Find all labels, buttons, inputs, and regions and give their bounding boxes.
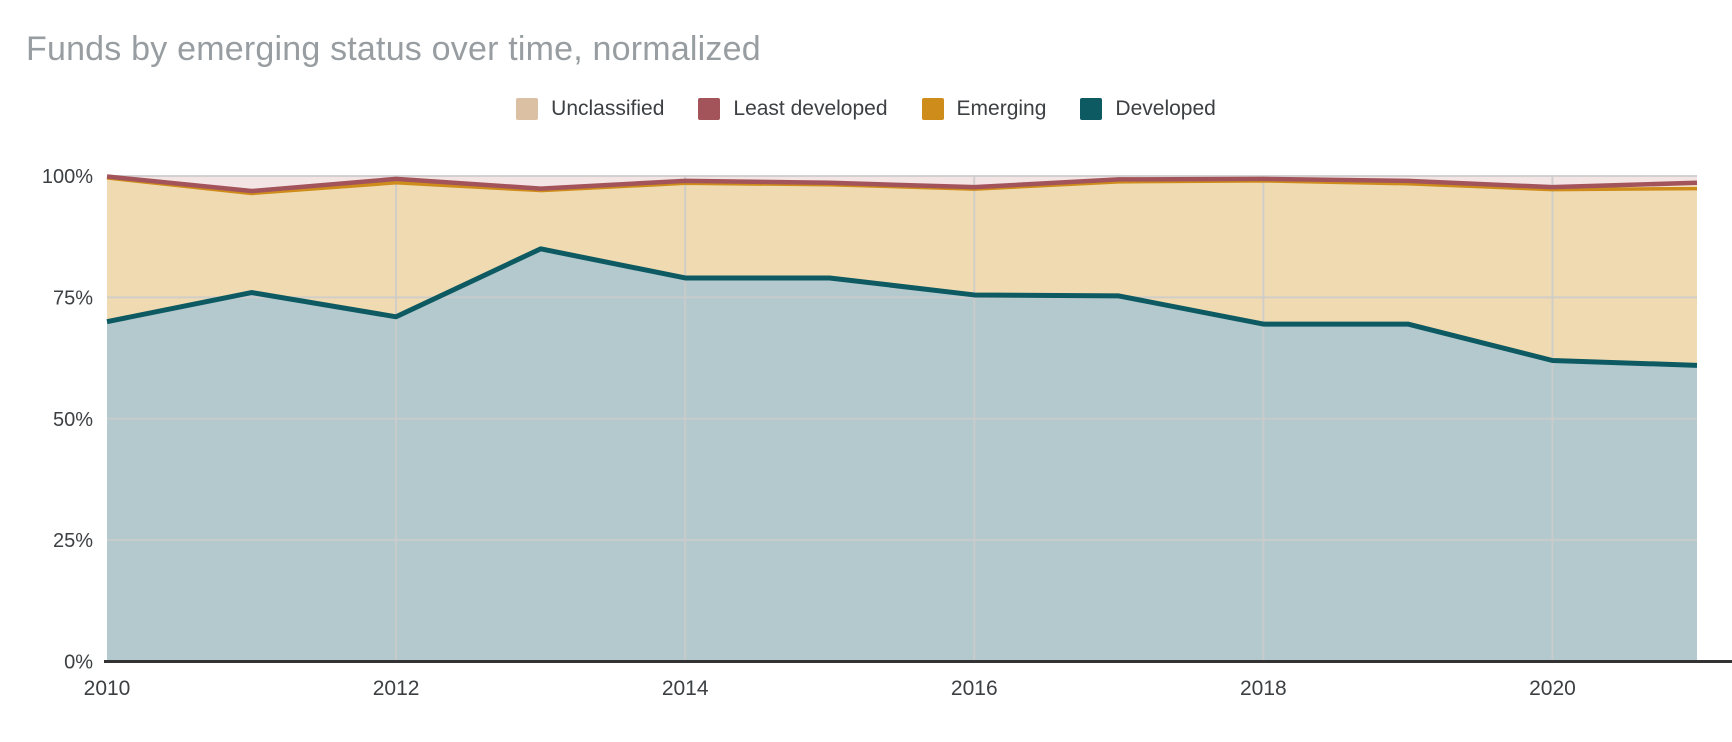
x-tick-label: 2012: [373, 677, 420, 700]
y-tick-label: 0%: [64, 652, 93, 674]
legend-swatch-icon: [698, 98, 721, 120]
y-tick-label: 75%: [53, 287, 93, 309]
legend-swatch-icon: [1080, 98, 1103, 120]
x-tick-label: 2014: [662, 677, 709, 700]
x-tick-label: 2016: [951, 677, 998, 700]
legend-item-emerging: Emerging: [921, 97, 1047, 121]
area-band-unclassified: [107, 177, 1697, 366]
x-tick-label: 2018: [1240, 677, 1287, 700]
legend-label: Unclassified: [551, 97, 665, 120]
legend-item-least-developed: Least developed: [698, 97, 888, 121]
legend-swatch-icon: [921, 98, 944, 120]
x-tick-label: 2020: [1529, 677, 1576, 700]
chart-legend: Unclassified Least developed Emerging Devel…: [0, 97, 1732, 121]
legend-swatch-icon: [516, 98, 539, 120]
legend-label: Emerging: [956, 97, 1047, 120]
y-tick-label: 25%: [53, 530, 93, 552]
series-line-developed: [106, 246, 1698, 368]
area-band-developed: [107, 248, 1697, 662]
y-tick-label: 50%: [53, 409, 93, 431]
legend-label: Least developed: [733, 97, 888, 120]
page-title: Funds by emerging status over time, norm…: [26, 30, 761, 68]
legend-item-developed: Developed: [1080, 97, 1216, 121]
y-tick-label: 100%: [42, 166, 93, 188]
x-tick-label: 2010: [84, 677, 131, 700]
legend-label: Developed: [1115, 97, 1216, 120]
series-line-emerging: [106, 174, 1698, 194]
legend-item-unclassified: Unclassified: [516, 97, 664, 121]
